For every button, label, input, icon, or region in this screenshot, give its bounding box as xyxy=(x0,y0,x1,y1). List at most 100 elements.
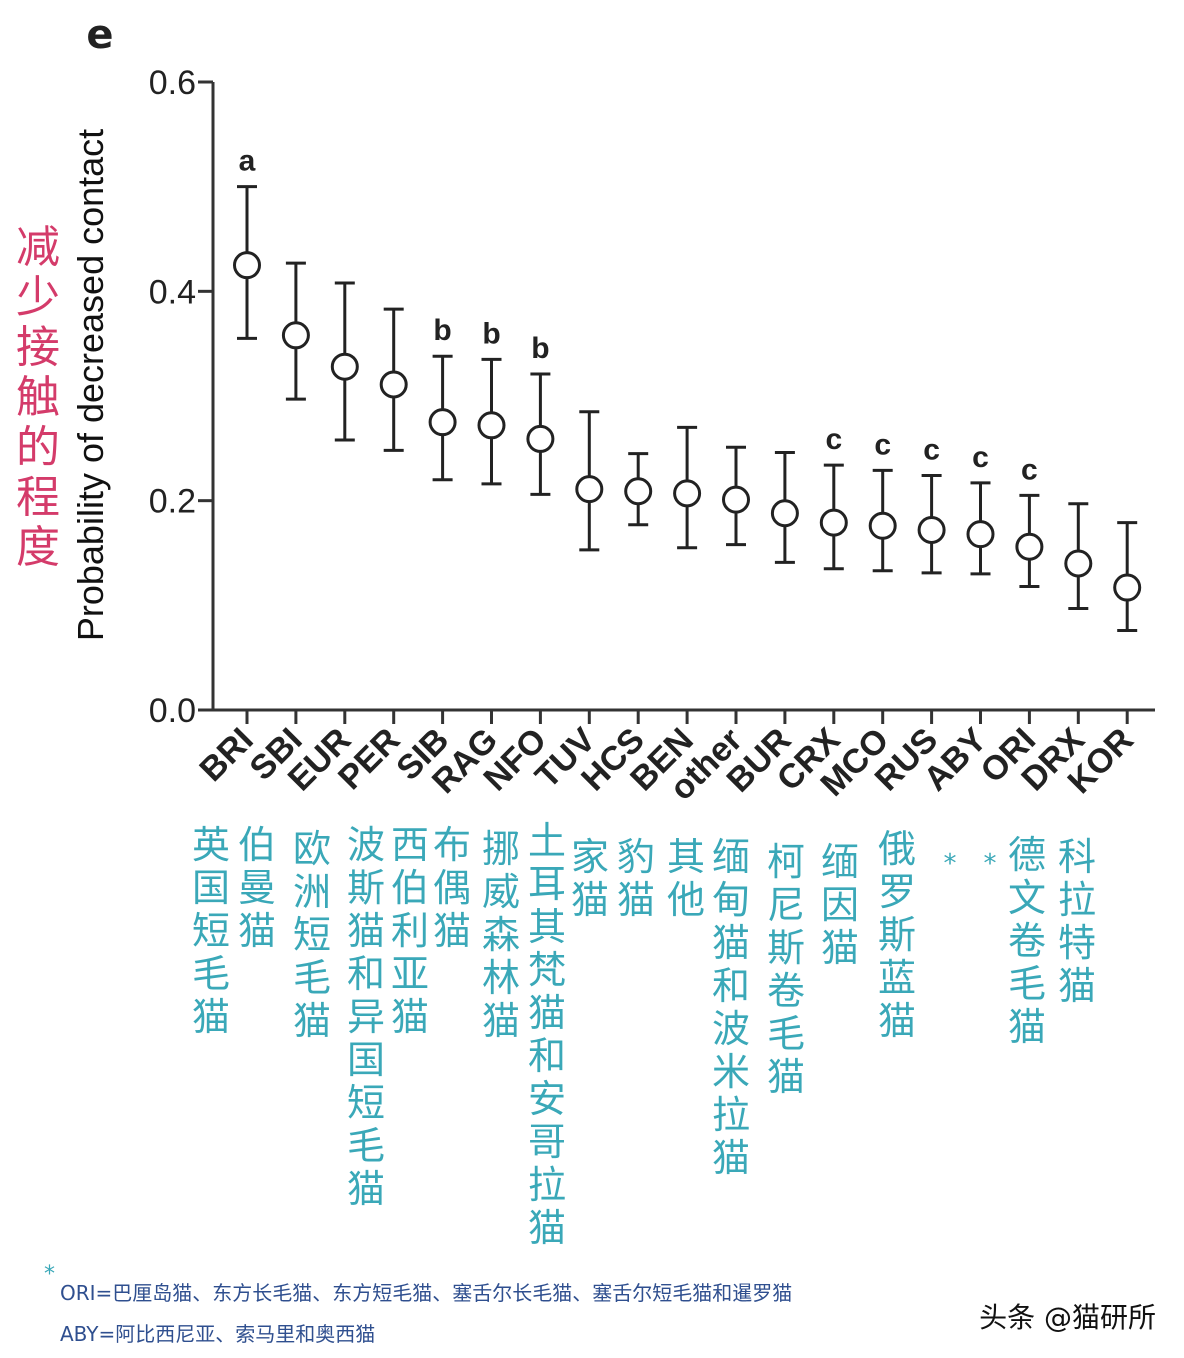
chinese-breed-label: 国 xyxy=(347,1038,385,1082)
data-point xyxy=(868,511,897,540)
chinese-breed-label: 毛 xyxy=(767,1012,805,1056)
chinese-breed-label: 家 xyxy=(571,835,609,879)
chinese-breed-label: 其 xyxy=(528,905,566,949)
y-axis-title-char: 少 xyxy=(16,272,60,323)
y-axis-title-char: 接 xyxy=(16,322,60,373)
data-point xyxy=(477,411,506,440)
chinese-breed-label: 安 xyxy=(528,1077,566,1121)
chinese-breed-label: 和 xyxy=(347,952,385,996)
data-point xyxy=(770,499,799,528)
chinese-breed-label: 短 xyxy=(347,1081,385,1125)
chinese-breed-label: 缅 xyxy=(712,835,750,879)
footnote-star: * xyxy=(44,1262,55,1287)
chinese-breed-label: 布 xyxy=(433,823,471,867)
chinese-breed-label: 柯 xyxy=(767,840,805,884)
y-axis-title-char: 减 xyxy=(16,222,60,273)
y-tick-label: 0.4 xyxy=(149,273,196,311)
chinese-breed-label: 猫 xyxy=(571,878,609,922)
significance-label: c xyxy=(874,428,891,461)
axes: 0.0 0.2 0.4 0.6 xyxy=(149,64,1155,730)
chinese-breed-label: 因 xyxy=(821,883,859,927)
chinese-breed-label: 毛 xyxy=(293,956,331,1000)
chinese-breed-label: 猫 xyxy=(347,1167,385,1211)
chinese-breed-label: 土 xyxy=(528,819,566,863)
significance-label: c xyxy=(1021,453,1038,486)
chinese-breed-label: 尼 xyxy=(767,883,805,927)
chinese-breed-label: 猫 xyxy=(1058,964,1096,1008)
chinese-breed-label: 异 xyxy=(347,995,385,1039)
chinese-breed-label: 他 xyxy=(667,878,705,922)
data-point xyxy=(575,475,604,504)
y-axis-title: Probability of decreased contact xyxy=(70,129,111,641)
chinese-breed-label: 斯 xyxy=(767,926,805,970)
chinese-breed-label: 偶 xyxy=(433,866,471,910)
data-point xyxy=(1064,549,1093,578)
chinese-breed-label: 科 xyxy=(1058,835,1096,879)
data-point xyxy=(624,477,653,506)
y-axis-title-char: 触 xyxy=(16,372,60,423)
chinese-breed-label: 毛 xyxy=(1008,962,1046,1006)
chinese-breed-label: 曼 xyxy=(238,866,276,910)
chinese-breed-label: 猫 xyxy=(293,999,331,1043)
chinese-breed-label: 猫 xyxy=(1008,1005,1046,1049)
chinese-breed-label: 缅 xyxy=(821,840,859,884)
chinese-breed-label: 卷 xyxy=(1008,919,1046,963)
data-point xyxy=(917,515,946,544)
chinese-breed-label: 拉 xyxy=(1058,878,1096,922)
significance-label: c xyxy=(825,423,842,456)
watermark: 头条 @猫研所 xyxy=(979,1301,1156,1334)
chinese-breed-label: 猫 xyxy=(712,921,750,965)
significance-label: c xyxy=(923,434,940,467)
chinese-breed-label: 波 xyxy=(712,1007,750,1051)
y-tick-label: 0.6 xyxy=(149,64,196,102)
chinese-breed-label: 欧 xyxy=(293,827,331,871)
chinese-breed-label: 波 xyxy=(347,823,385,867)
chinese-breed-label: 猫 xyxy=(433,909,471,953)
chinese-breed-label: 猫 xyxy=(192,995,230,1039)
chinese-breed-label: 猫 xyxy=(767,1055,805,1099)
y-tick-label: 0.2 xyxy=(149,483,196,521)
chinese-breed-label: 米 xyxy=(712,1050,750,1094)
chinese-breed-label: 猫 xyxy=(482,999,520,1043)
data-point xyxy=(1113,573,1142,602)
chinese-breed-label: 西 xyxy=(391,823,429,867)
panel-letter: e xyxy=(86,12,113,58)
x-tick-labels: BRISBIEURPERSIBRAGNFOTUVHCSBENotherBURCR… xyxy=(192,721,1140,808)
chinese-breed-label: 森 xyxy=(482,913,520,957)
chinese-breed-label: 英 xyxy=(192,823,230,867)
chinese-breed-label: 德 xyxy=(1008,833,1046,877)
data-point xyxy=(428,408,457,437)
data-point xyxy=(379,370,408,399)
chinese-breed-label: 和 xyxy=(712,964,750,1008)
chinese-breed-label: 猫 xyxy=(878,999,916,1043)
data-point xyxy=(966,520,995,549)
chinese-breed-label: 短 xyxy=(293,913,331,957)
chinese-breed-label: 豹 xyxy=(617,835,655,879)
chinese-breed-label: 特 xyxy=(1058,921,1096,965)
chinese-breed-label: 猫 xyxy=(347,909,385,953)
plot-marks: ab b bc c c c c xyxy=(233,145,1142,724)
chinese-breed-label: 甸 xyxy=(712,878,750,922)
data-point xyxy=(330,352,359,381)
chinese-breed-label: 伯 xyxy=(391,866,429,910)
chinese-breed-label: 猫 xyxy=(528,1206,566,1250)
significance-label: b xyxy=(531,332,549,365)
footnote-aby: ABY=阿比西尼亚、索马里和奥西猫 xyxy=(60,1322,376,1346)
chinese-breed-label: 拉 xyxy=(712,1093,750,1137)
data-point xyxy=(722,485,750,514)
data-point xyxy=(673,479,702,508)
chinese-breed-labels: 英国短毛猫伯曼猫欧洲短毛猫波斯猫和异国短毛猫西伯利亚猫布偶猫挪威森林猫土耳其梵猫… xyxy=(192,819,1096,1250)
chinese-breed-label: 洲 xyxy=(293,870,331,914)
chinese-breed-label: 伯 xyxy=(238,823,276,867)
chinese-breed-label: 利 xyxy=(391,909,429,953)
y-axis-title-char: 程 xyxy=(16,472,60,523)
chinese-breed-label: 和 xyxy=(528,1034,566,1078)
chinese-breed-label: 斯 xyxy=(347,866,385,910)
chinese-breed-label: 俄 xyxy=(878,827,916,871)
chinese-breed-label: * xyxy=(984,849,997,879)
y-axis-title-char: 度 xyxy=(16,522,60,573)
chinese-breed-label: * xyxy=(944,849,957,879)
chinese-breed-label: 文 xyxy=(1008,876,1046,920)
